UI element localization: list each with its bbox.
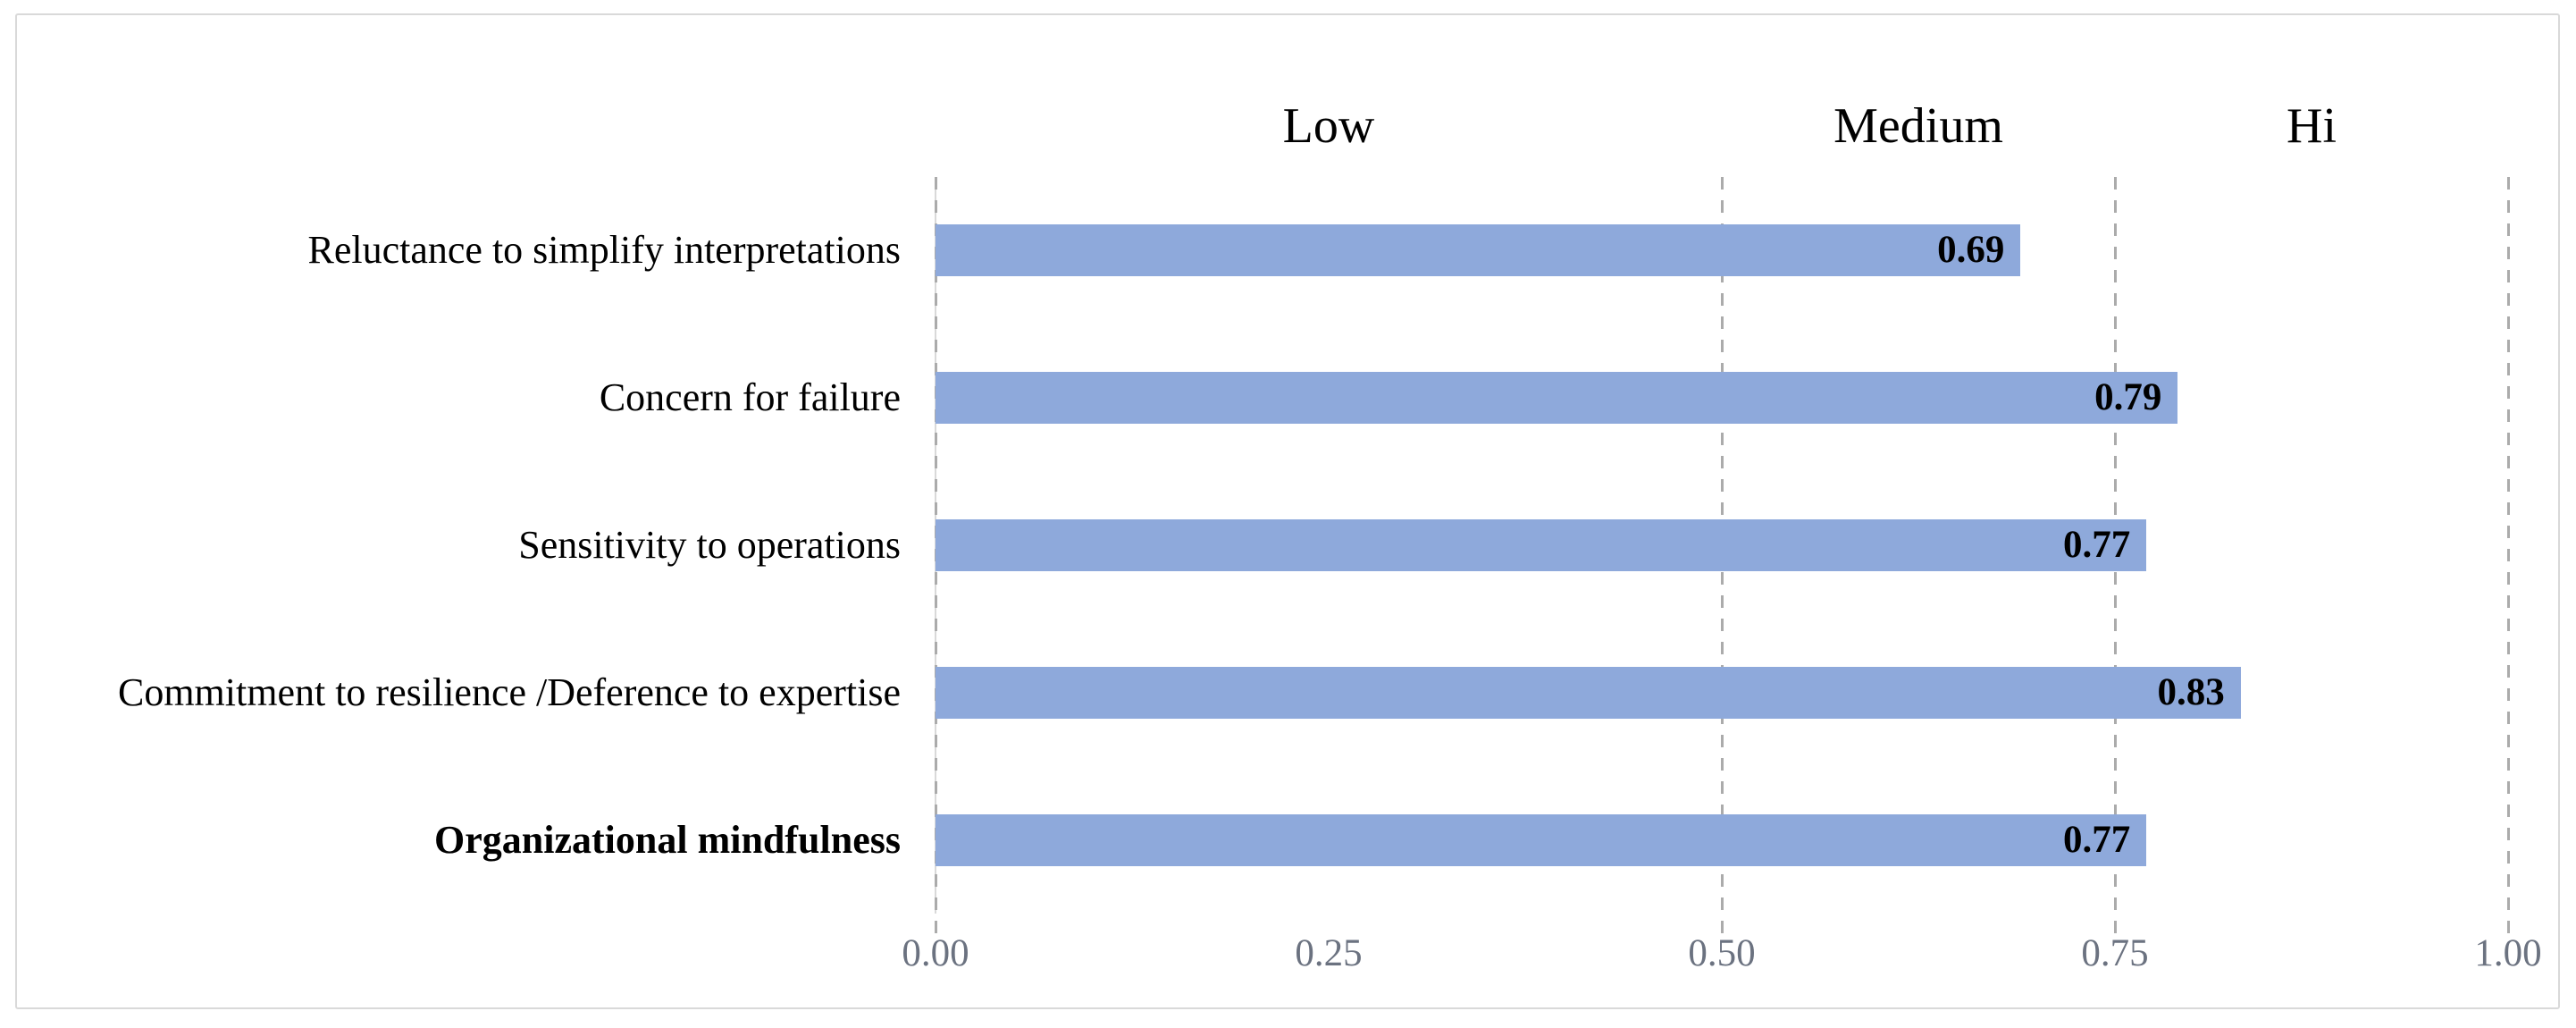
category-label: Sensitivity to operations	[518, 523, 901, 567]
region-label: Medium	[1833, 98, 2003, 154]
region-label: Low	[1282, 98, 1375, 154]
x-tick-label: 0.50	[1688, 932, 1756, 974]
x-tick-label: 1.00	[2474, 932, 2542, 974]
bar	[936, 372, 2178, 425]
bar	[936, 519, 2147, 571]
bar-value-label: 0.77	[2062, 524, 2131, 566]
bar-value-label: 0.79	[2094, 376, 2162, 419]
bar-value-label: 0.77	[2062, 818, 2131, 861]
x-tick-label: 0.75	[2081, 932, 2149, 974]
x-tick-label: 0.25	[1295, 932, 1363, 974]
gridline-1.00	[2506, 177, 2510, 935]
category-label: Reluctance to simplify interpretations	[307, 228, 901, 273]
bar-value-label: 0.83	[2157, 670, 2225, 713]
bar-value-label: 0.69	[1937, 229, 2005, 272]
category-label: Organizational mindfulness	[434, 817, 901, 862]
category-label: Commitment to resilience /Deference to e…	[117, 670, 901, 714]
bar	[936, 813, 2147, 866]
category-label: Concern for failure	[599, 375, 901, 420]
bar	[936, 666, 2241, 719]
x-tick-label: 0.00	[902, 932, 969, 974]
region-label: Hi	[2287, 98, 2337, 154]
bar	[936, 224, 2021, 277]
